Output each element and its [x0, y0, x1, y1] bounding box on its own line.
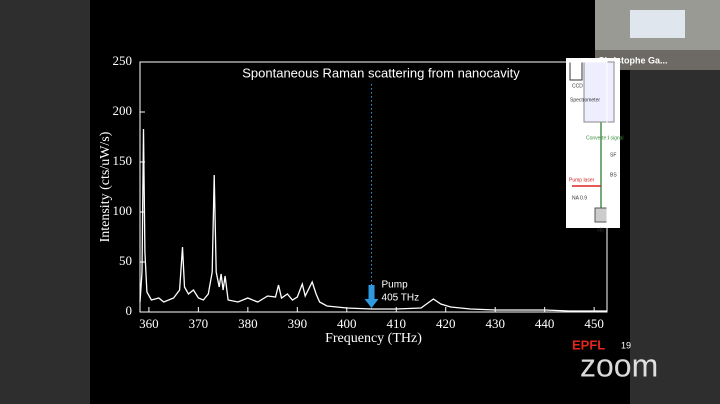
diagram-label: SF: [610, 152, 616, 158]
chart-title: Spontaneous Raman scattering from nanoca…: [242, 65, 520, 80]
y-tick-label: 100: [113, 203, 133, 218]
x-tick-label: 360: [139, 316, 159, 331]
spectrum-line: [139, 128, 607, 312]
y-tick-label: 200: [113, 103, 133, 118]
diagram-label: BS: [610, 172, 617, 178]
spectrometer-box: [583, 61, 615, 123]
diagram-label: Converted signal: [586, 135, 624, 141]
x-tick-label: 440: [535, 316, 555, 331]
annotation-text: Pump: [382, 280, 409, 291]
x-tick-label: 420: [436, 316, 456, 331]
y-axis-label: Intensity (cts/uW/s): [98, 131, 113, 242]
diagram-label: obj: [597, 227, 604, 233]
y-tick-label: 0: [126, 303, 133, 318]
chart: 0 50 100 150 200 250 360 370 380 390 400 410 420 430 4…: [98, 53, 608, 346]
diagram-label: NA 0.9: [572, 195, 587, 201]
slide: [90, 0, 630, 404]
diagram-label: Pump laser: [569, 177, 595, 183]
y-tick-label: 250: [113, 53, 133, 68]
y-tick-label: 150: [113, 153, 133, 168]
x-tick-label: 400: [337, 316, 357, 331]
plot-frame: [139, 61, 608, 313]
zoom-logo: zoom: [580, 347, 658, 383]
x-tick-label: 430: [485, 316, 505, 331]
objective: [594, 207, 608, 223]
video-floor: [595, 50, 720, 70]
x-tick-label: 450: [584, 316, 604, 331]
x-tick-label: 390: [288, 316, 308, 331]
annotation-text: 405 THz: [382, 293, 420, 304]
x-axis-label: Frequency (THz): [325, 331, 422, 346]
x-tick-label: 410: [387, 316, 407, 331]
diagram-label: Spectrometer: [570, 97, 600, 103]
video-screen: [630, 10, 685, 38]
y-tick-label: 50: [119, 253, 132, 268]
x-tick-label: 370: [189, 316, 209, 331]
epfl-logo: EPFL: [572, 337, 605, 352]
participant-name: Christophe Ga...: [598, 55, 668, 65]
x-tick-label: 380: [238, 316, 258, 331]
diagram-label: CCD: [572, 83, 583, 89]
annotation-arrow: [364, 285, 379, 308]
slide-number: 19: [621, 340, 631, 350]
